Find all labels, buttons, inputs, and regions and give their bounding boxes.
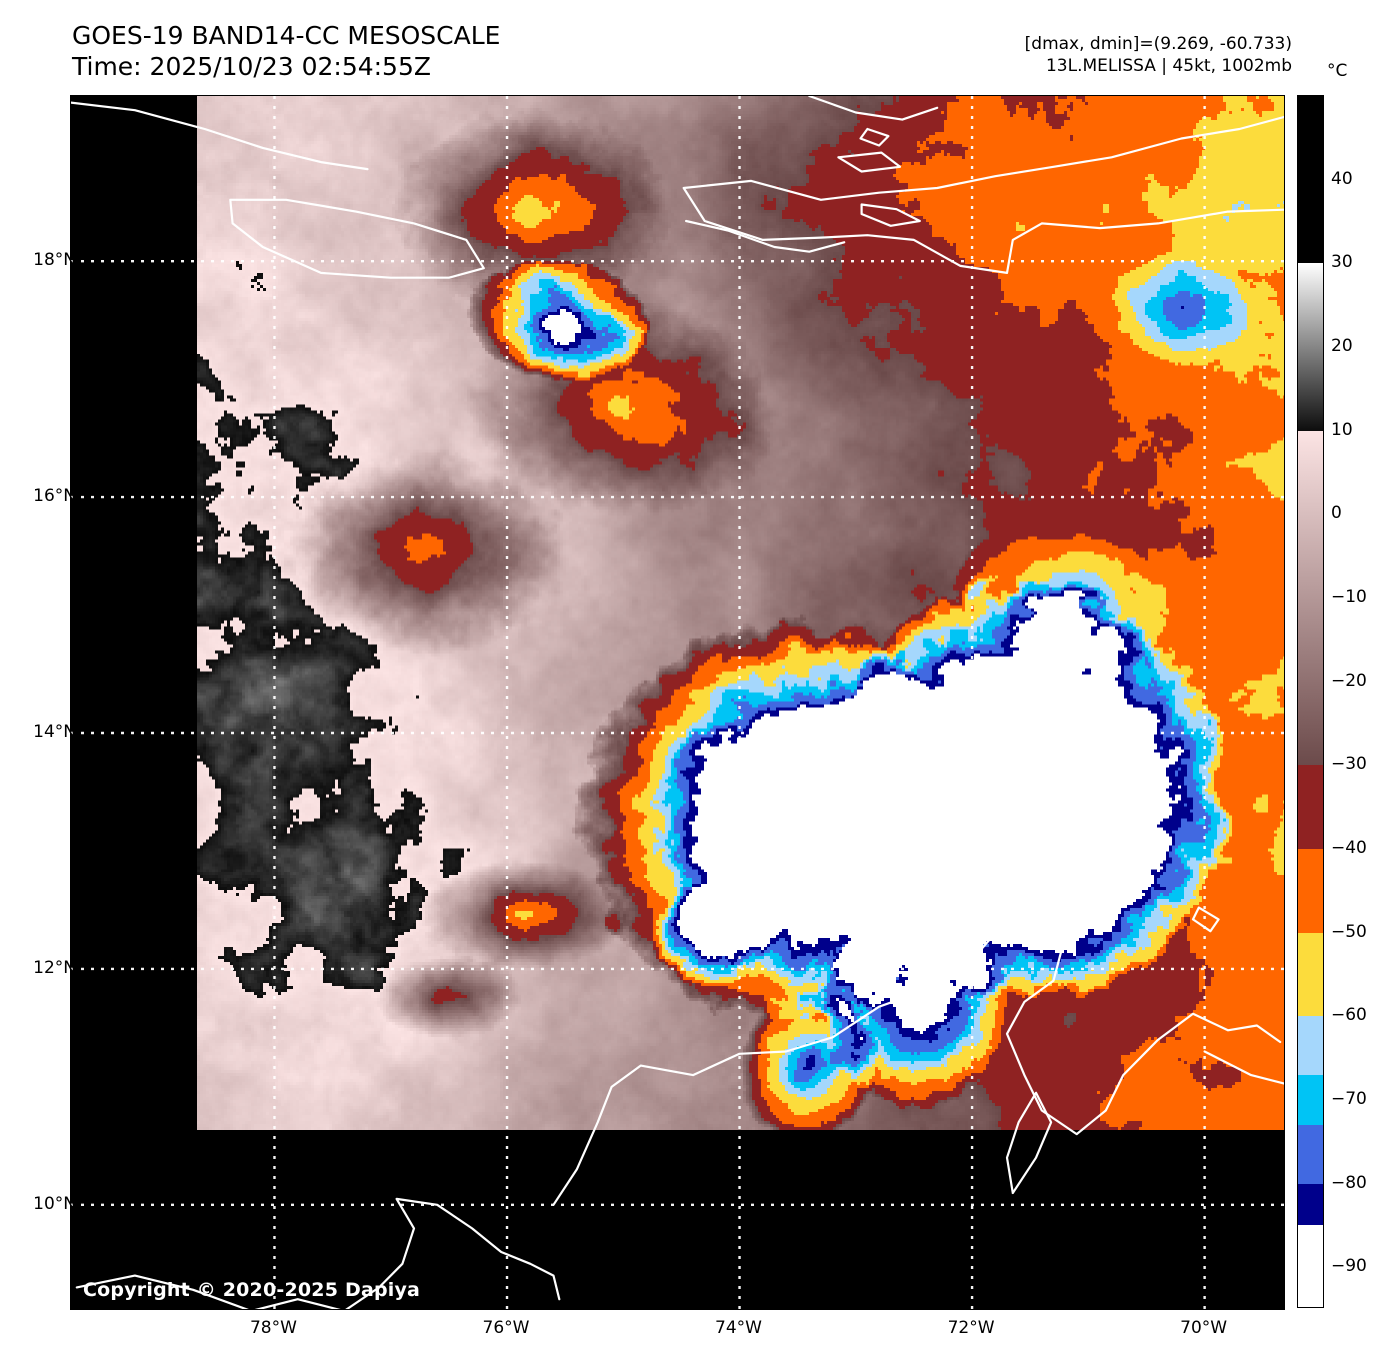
- satellite-map-plot[interactable]: Copyright © 2020-2025 Dapiya: [70, 95, 1285, 1310]
- colorbar-band-gray-ramp: [1298, 263, 1323, 432]
- coastline-segment-2: [860, 203, 921, 227]
- colorbar-band-black-warmest: [1298, 96, 1323, 264]
- coastline-segment-14: [859, 127, 890, 147]
- timestamp-label: Time: 2025/10/23 02:54:55Z: [72, 52, 431, 81]
- colorbar-tick--70: −70: [1331, 1088, 1367, 1109]
- colorbar-band-light-blue: [1298, 1016, 1323, 1076]
- coastline-segment-1: [682, 115, 1284, 274]
- graticule-layer: [71, 96, 1284, 1309]
- colorbar-band-navy: [1298, 1183, 1323, 1226]
- lon-tick-78: 78°W: [249, 1318, 297, 1338]
- colorbar-tick--20: −20: [1331, 670, 1367, 691]
- colorbar-band-blue: [1298, 1124, 1323, 1185]
- coastline-segment-12: [685, 219, 846, 253]
- colorbar-tick-40: 40: [1331, 168, 1353, 189]
- coastline-segment-5: [1005, 1091, 1053, 1195]
- colorbar-tick--80: −80: [1331, 1172, 1367, 1193]
- coastline-segment-9: [71, 101, 369, 171]
- colorbar-tick--30: −30: [1331, 754, 1367, 775]
- colorbar-band-dark-red: [1298, 765, 1323, 850]
- colorbar-tick-20: 20: [1331, 335, 1353, 356]
- colorbar-band-brown-pink-ramp: [1298, 430, 1323, 766]
- colorbar-tick-30: 30: [1331, 252, 1353, 273]
- coastline-segment-10: [75, 1197, 561, 1309]
- lon-tick-76: 76°W: [482, 1318, 530, 1338]
- coastline-segment-3: [837, 151, 902, 173]
- colorbar-tick-0: 0: [1331, 503, 1342, 524]
- lon-tick-70: 70°W: [1180, 1318, 1228, 1338]
- lat-tick-12: 12°N: [33, 957, 76, 978]
- page-title: GOES-19 BAND14-CC MESOSCALE: [72, 21, 501, 50]
- coastline-segment-0: [229, 198, 485, 279]
- metadata-block: [dmax, dmin]=(9.269, -60.733) 13L.MELISS…: [1025, 33, 1292, 77]
- colorbar-band-cyan: [1298, 1074, 1323, 1126]
- coastline-segment-11: [1203, 1050, 1284, 1085]
- colorbar-tick--90: −90: [1331, 1256, 1367, 1277]
- colorbar-unit-label: °C: [1327, 61, 1348, 81]
- lat-tick-10: 10°N: [33, 1193, 76, 1214]
- coastline-layer: [71, 96, 1284, 1309]
- dmax-dmin-label: [dmax, dmin]=(9.269, -60.733): [1024, 34, 1292, 54]
- colorbar-tick-10: 10: [1331, 419, 1353, 440]
- lat-tick-18: 18°N: [33, 250, 76, 271]
- lat-tick-14: 14°N: [33, 721, 76, 742]
- colorbar-tick--10: −10: [1331, 586, 1367, 607]
- coastline-segment-6: [1191, 906, 1220, 933]
- colorbar-band-yellow: [1298, 932, 1323, 1017]
- copyright-label: Copyright © 2020-2025 Dapiya: [83, 1279, 421, 1301]
- colorbar-tick--50: −50: [1331, 921, 1367, 942]
- map-overlay: [71, 96, 1284, 1309]
- colorbar-band-orange: [1298, 848, 1323, 934]
- title-block: GOES-19 BAND14-CC MESOSCALE Time: 2025/1…: [72, 20, 500, 82]
- coastline-segment-13: [808, 96, 939, 121]
- lon-tick-74: 74°W: [715, 1318, 763, 1338]
- colorbar-band-white-coldest: [1298, 1225, 1323, 1307]
- temperature-colorbar[interactable]: [1297, 95, 1324, 1308]
- colorbar-tick--40: −40: [1331, 837, 1367, 858]
- storm-info-label: 13L.MELISSA | 45kt, 1002mb: [1045, 56, 1292, 76]
- coastline-segment-4: [552, 915, 1282, 1206]
- colorbar-tick--60: −60: [1331, 1005, 1367, 1026]
- lon-tick-72: 72°W: [947, 1318, 995, 1338]
- lat-tick-16: 16°N: [33, 486, 76, 507]
